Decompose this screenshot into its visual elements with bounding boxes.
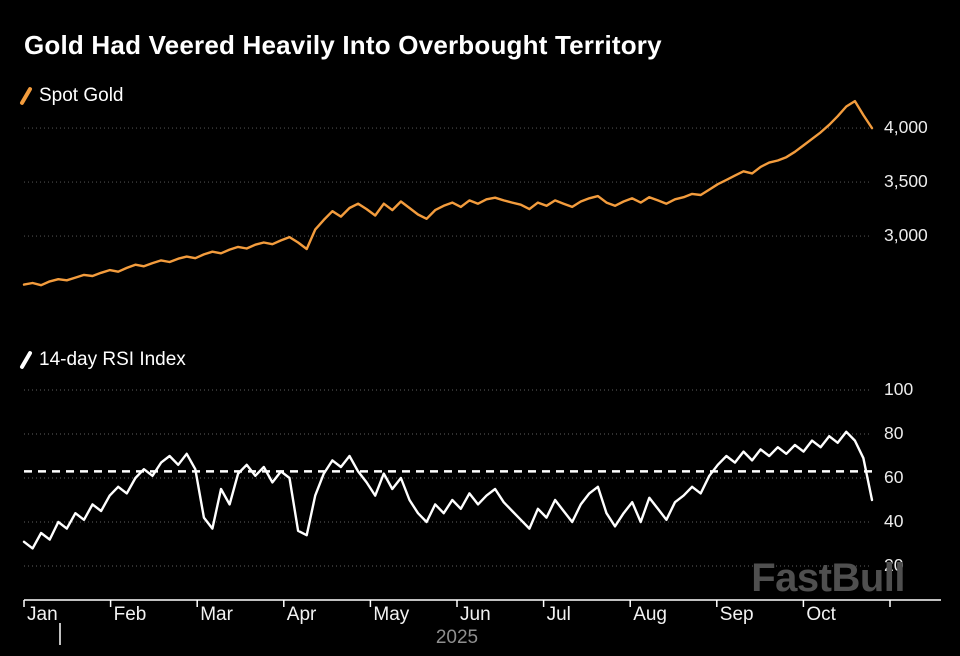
y-tick-label: 20	[884, 555, 904, 575]
gold-y-axis-labels: 3,000 3,500 4,000	[884, 0, 960, 656]
y-tick-label: 60	[884, 467, 904, 487]
x-tick-jun: Jun	[460, 604, 491, 625]
legend-spot-gold: Spot Gold	[19, 84, 124, 108]
legend-rsi-label: 14-day RSI Index	[39, 349, 186, 370]
x-tick-apr: Apr	[286, 604, 317, 625]
y-tick-label: 3,500	[884, 171, 928, 192]
x-tick-mar: Mar	[200, 604, 233, 625]
y-tick-label: 80	[884, 423, 904, 443]
y-tick-label: 40	[884, 511, 904, 531]
x-tick-jan: Jan	[27, 604, 58, 625]
x-tick-may: May	[373, 604, 410, 625]
y-tick-label: 3,000	[884, 225, 928, 246]
legend-rsi: 14-day RSI Index	[19, 348, 186, 372]
rsi-y-axis-labels: 20 40 60 80 100	[884, 0, 960, 656]
y-tick-label: 100	[884, 379, 914, 399]
fastbull-logo: FastBull	[751, 556, 905, 600]
x-tick-feb: Feb	[113, 604, 147, 625]
x-tick-jul: Jul	[546, 604, 571, 625]
x-tick-oct: Oct	[806, 604, 836, 625]
chart-title: Gold Had Veered Heavily Into Overbought …	[24, 30, 662, 60]
y-tick-label: 4,000	[884, 117, 928, 138]
x-tick-sep: Sep	[719, 604, 754, 625]
legend-spot-gold-label: Spot Gold	[39, 85, 124, 106]
x-axis-year-label: 2025	[435, 627, 479, 648]
x-tick-aug: Aug	[633, 604, 667, 625]
